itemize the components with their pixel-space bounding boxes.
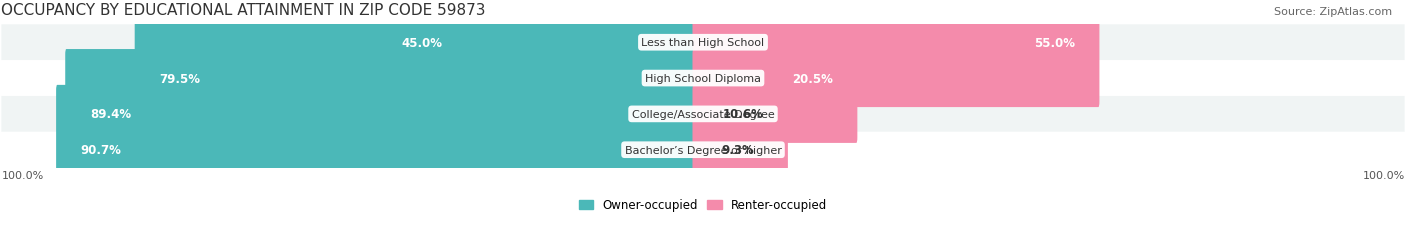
FancyBboxPatch shape (1, 132, 1405, 168)
Text: 45.0%: 45.0% (401, 36, 443, 49)
Text: 9.3%: 9.3% (721, 144, 754, 157)
FancyBboxPatch shape (65, 50, 713, 179)
Text: 79.5%: 79.5% (159, 72, 200, 85)
FancyBboxPatch shape (1, 61, 1405, 97)
FancyBboxPatch shape (693, 50, 787, 179)
Text: 89.4%: 89.4% (90, 108, 131, 121)
Legend: Owner-occupied, Renter-occupied: Owner-occupied, Renter-occupied (574, 194, 832, 216)
Text: Bachelor’s Degree or higher: Bachelor’s Degree or higher (624, 145, 782, 155)
FancyBboxPatch shape (1, 97, 1405, 132)
FancyBboxPatch shape (693, 85, 779, 215)
Text: 90.7%: 90.7% (80, 144, 121, 157)
FancyBboxPatch shape (693, 14, 858, 143)
FancyBboxPatch shape (56, 85, 713, 215)
Text: College/Associate Degree: College/Associate Degree (631, 109, 775, 119)
Text: 10.6%: 10.6% (723, 108, 763, 121)
FancyBboxPatch shape (1, 25, 1405, 61)
Text: High School Diploma: High School Diploma (645, 74, 761, 84)
FancyBboxPatch shape (135, 14, 713, 143)
Text: Less than High School: Less than High School (641, 38, 765, 48)
Text: 100.0%: 100.0% (1, 171, 44, 181)
FancyBboxPatch shape (377, 0, 713, 108)
Text: 100.0%: 100.0% (1362, 171, 1405, 181)
Text: 55.0%: 55.0% (1033, 36, 1074, 49)
Text: Source: ZipAtlas.com: Source: ZipAtlas.com (1274, 7, 1392, 17)
FancyBboxPatch shape (693, 0, 1099, 108)
Text: 20.5%: 20.5% (792, 72, 832, 85)
Text: OCCUPANCY BY EDUCATIONAL ATTAINMENT IN ZIP CODE 59873: OCCUPANCY BY EDUCATIONAL ATTAINMENT IN Z… (1, 3, 486, 18)
